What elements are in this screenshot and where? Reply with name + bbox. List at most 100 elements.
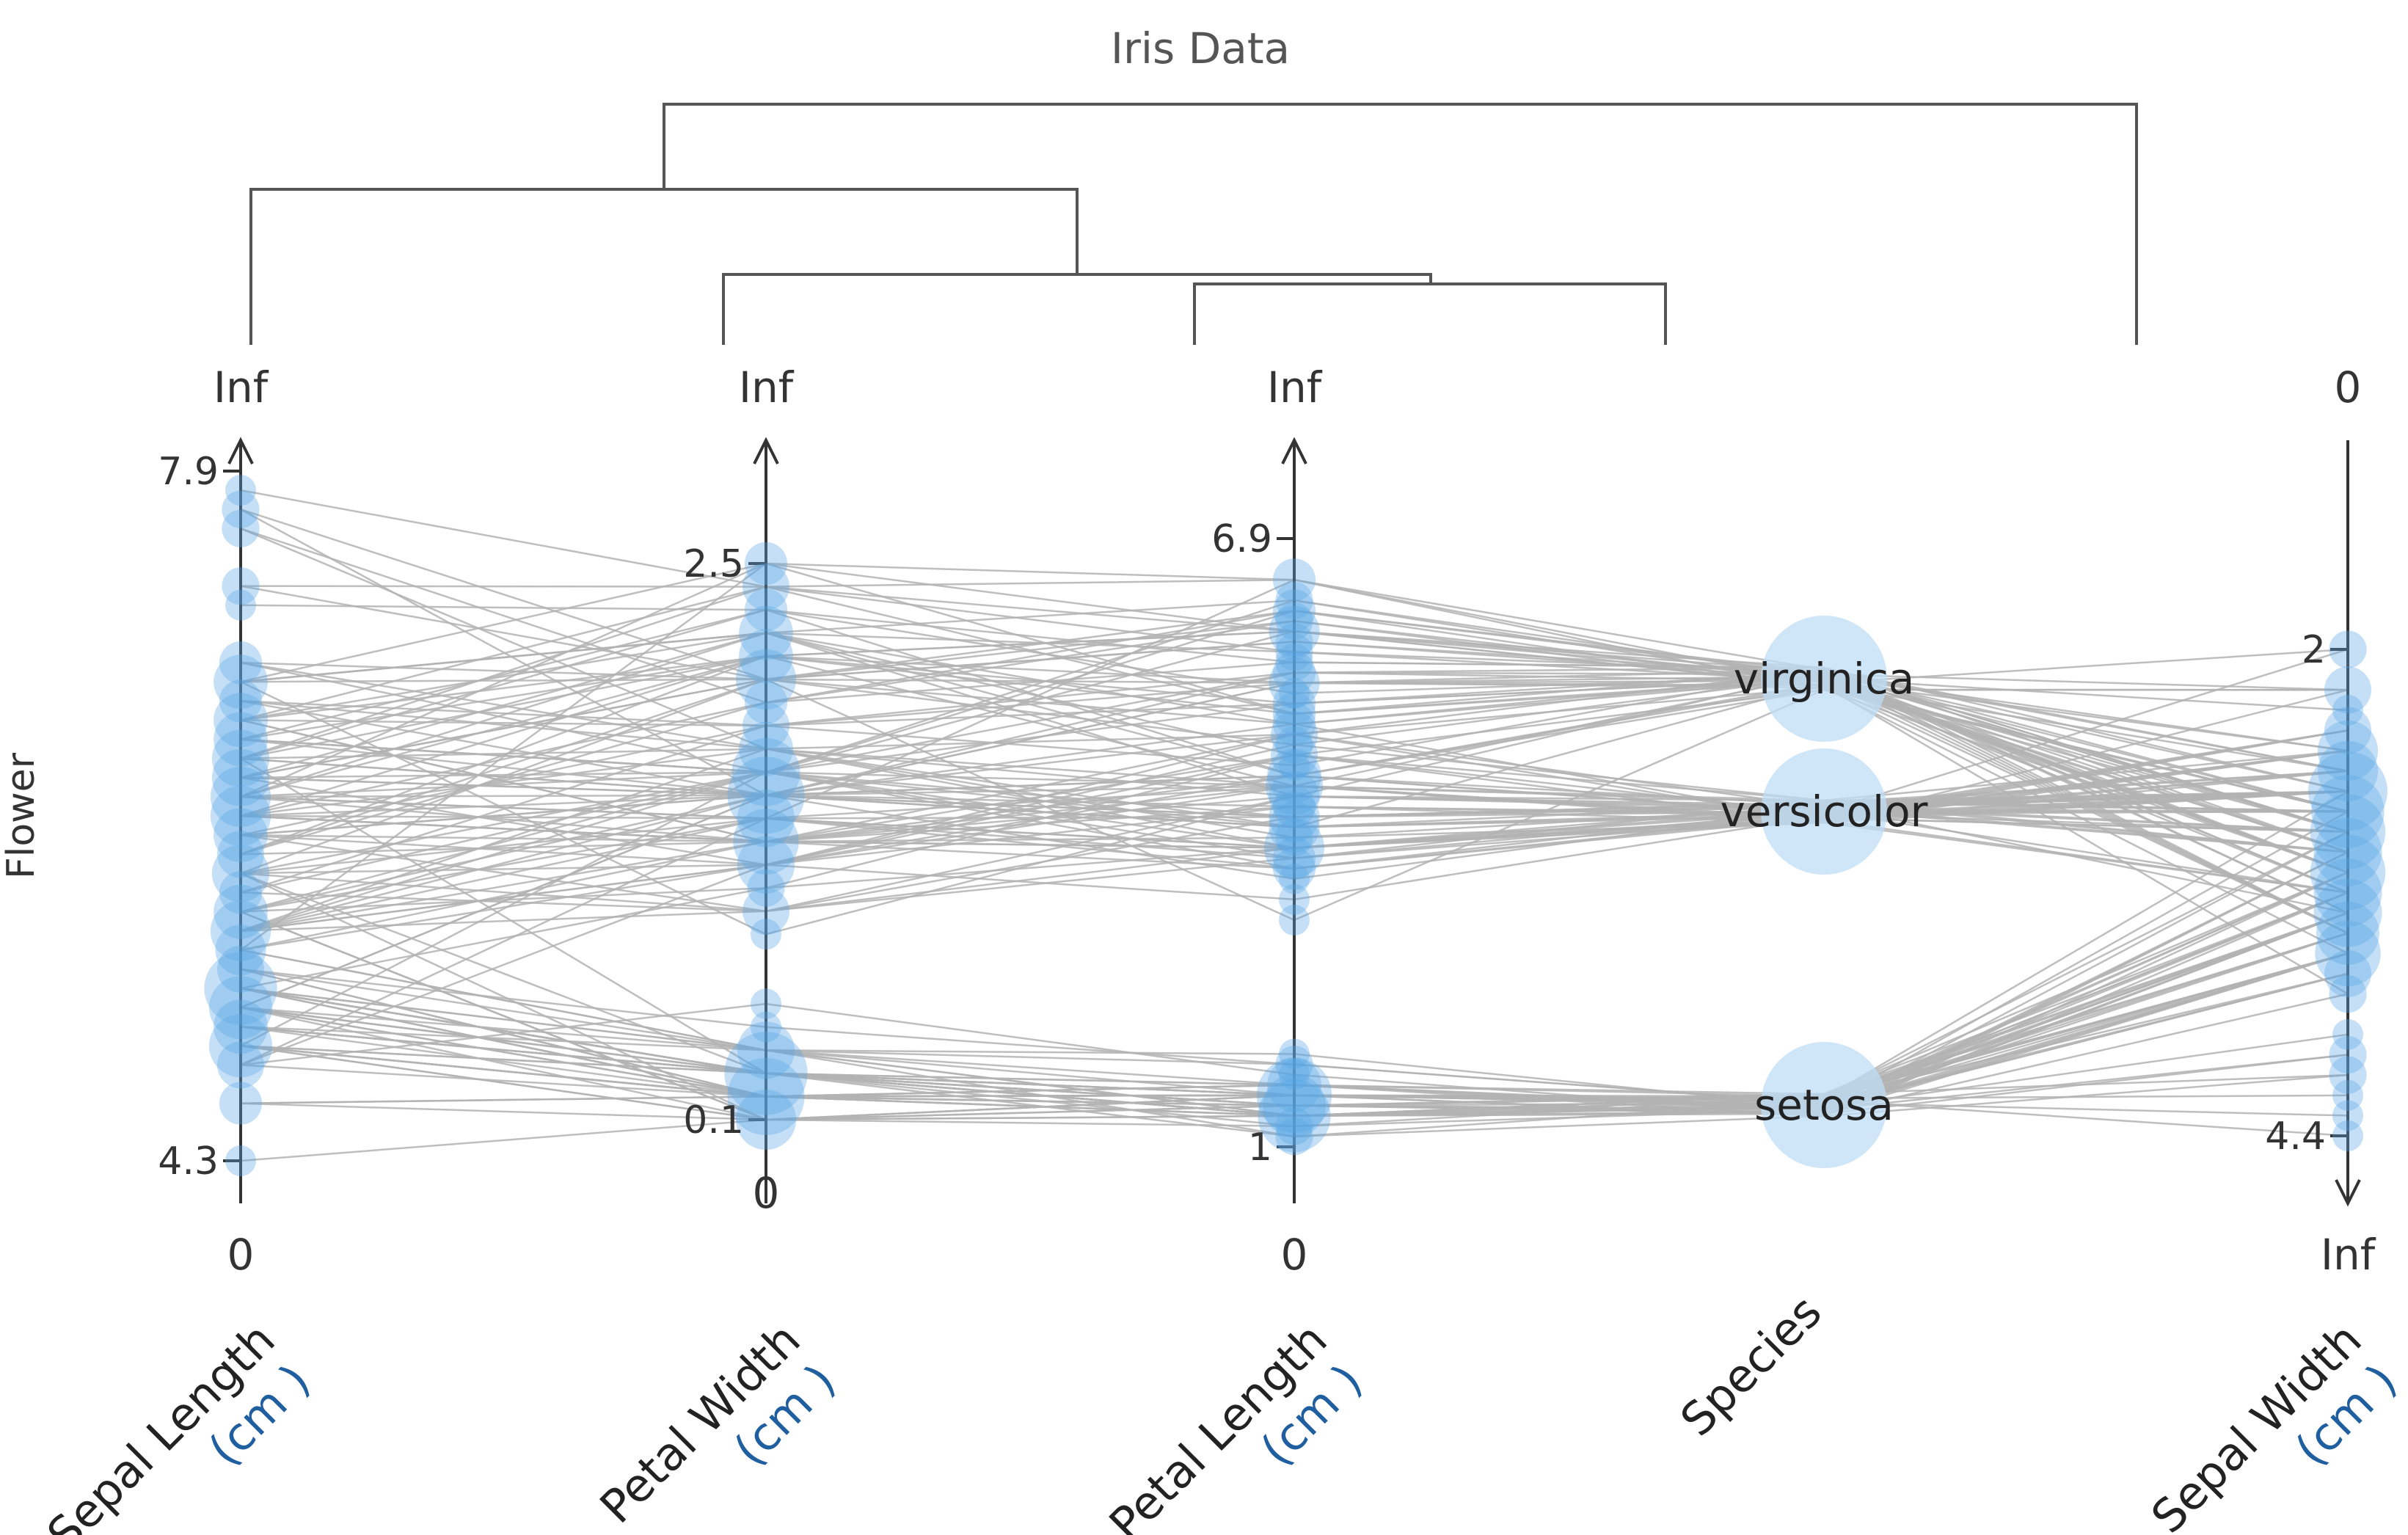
value-node-sl <box>217 1041 264 1089</box>
value-node-sl <box>209 1014 272 1078</box>
value-node-pw <box>739 605 793 660</box>
value-node-pl <box>1256 1057 1332 1133</box>
value-node-sl <box>217 831 264 878</box>
value-node-sl <box>211 748 270 806</box>
value-node-pl <box>1272 692 1316 736</box>
value-node-sw <box>2332 1100 2363 1131</box>
axis-bottom-label-sl: 0 <box>227 1230 255 1280</box>
tick-label-pl: 1 <box>1248 1126 1272 1170</box>
value-node-pl <box>1269 605 1320 657</box>
value-node-pw <box>744 542 788 586</box>
value-node-pl <box>1272 836 1316 880</box>
tick-label-sw: 2 <box>2302 628 2326 672</box>
value-node-pl <box>1279 1059 1310 1090</box>
value-node-pw <box>739 629 793 684</box>
value-node-sl <box>222 490 260 528</box>
tick-label-pw: 0.1 <box>683 1098 744 1142</box>
value-node-pl <box>1269 657 1320 709</box>
value-node-sl <box>219 1082 263 1125</box>
value-node-pw <box>739 721 793 776</box>
value-node-sl <box>225 589 256 621</box>
value-node-sw <box>2332 1120 2363 1151</box>
category-label-virginica: virginica <box>1734 654 1915 704</box>
labels-layer: 7.9 4.3 Inf 0 2.5 0.1 Inf 0 6.9 1 Inf 0 2 4.4 0 Inf virg… <box>37 362 2407 1535</box>
value-node-pl <box>1272 847 1316 890</box>
axes-layer <box>223 437 2361 1207</box>
axis-name-sp: Species <box>1670 1285 1831 1446</box>
value-node-sw <box>2324 707 2371 754</box>
value-node-sw <box>2332 694 2363 726</box>
value-node-sw <box>2317 721 2379 781</box>
value-node-pw <box>751 919 781 950</box>
value-node-pl <box>1272 651 1316 694</box>
value-node-pw <box>744 588 788 632</box>
category-node-versicolor <box>1761 748 1887 875</box>
category-node-setosa <box>1761 1042 1887 1168</box>
value-node-sl <box>214 693 268 748</box>
value-node-sl <box>204 952 277 1025</box>
value-node-sw <box>2313 817 2382 886</box>
value-node-sw <box>2329 1056 2367 1094</box>
value-node-pw <box>735 649 797 710</box>
value-node-sl <box>219 679 263 723</box>
value-node-sw <box>2313 878 2382 947</box>
value-node-sl <box>225 475 256 506</box>
value-node-pl <box>1275 602 1313 641</box>
value-node-pl <box>1272 702 1316 746</box>
value-node-sw <box>2329 1035 2367 1074</box>
value-node-pl <box>1271 711 1318 758</box>
value-node-sl <box>215 925 266 976</box>
axis-bottom-label-pl: 0 <box>1281 1230 1308 1280</box>
value-node-pw <box>737 790 795 847</box>
value-node-sw <box>2311 775 2385 848</box>
value-node-sw <box>2329 975 2367 1013</box>
value-node-sw <box>2308 751 2387 831</box>
value-node-pl <box>1267 748 1321 803</box>
value-node-sl <box>222 509 260 547</box>
category-label-versicolor: versicolor <box>1720 787 1927 836</box>
value-node-sl <box>214 999 268 1054</box>
value-node-sl <box>214 884 268 939</box>
value-node-pw <box>751 1011 781 1043</box>
value-node-sw <box>2332 1079 2363 1111</box>
value-node-pl <box>1279 750 1310 781</box>
value-node-pl <box>1272 682 1316 725</box>
dendrogram-link-sl-group <box>249 188 1079 345</box>
value-node-pl <box>1275 1046 1313 1084</box>
category-label-setosa: setosa <box>1754 1080 1894 1130</box>
value-node-pl <box>1263 1073 1326 1137</box>
tick-label-sl: 4.3 <box>158 1140 219 1184</box>
value-node-pl <box>1275 633 1313 671</box>
tick-label-sw: 4.4 <box>2265 1115 2326 1159</box>
value-node-pl <box>1269 801 1320 853</box>
value-node-sl <box>209 976 272 1040</box>
value-node-sw <box>2310 834 2386 911</box>
value-node-pw <box>737 1021 795 1079</box>
value-node-sl <box>211 845 270 903</box>
value-node-sw <box>2315 920 2381 987</box>
chart-title: Iris Data <box>1111 23 1290 73</box>
axis-arrow-pw <box>753 437 779 464</box>
value-node-pw <box>727 1057 805 1135</box>
value-node-pl <box>1279 1038 1310 1070</box>
axis-name-text-sp: Species <box>1670 1285 1831 1446</box>
axis-bottom-label-pw: 0 <box>753 1168 780 1218</box>
value-node-pw <box>727 756 805 834</box>
value-node-sl <box>222 567 260 605</box>
value-node-sw <box>2324 666 2371 714</box>
value-node-pw <box>733 809 799 875</box>
value-node-sw <box>2329 630 2367 668</box>
value-node-sl <box>219 871 263 914</box>
y-axis-label: Flower <box>0 752 43 879</box>
value-node-pl <box>1275 581 1313 619</box>
axis-top-label-pw: Inf <box>739 362 795 412</box>
value-node-pl <box>1275 622 1313 661</box>
value-node-sl <box>211 729 270 787</box>
axis-arrow-pl <box>1281 437 1307 464</box>
value-node-pl <box>1275 1117 1313 1156</box>
value-node-pw <box>743 702 789 750</box>
value-node-sl <box>214 808 268 862</box>
value-node-pw <box>743 563 789 610</box>
value-node-pl <box>1272 589 1316 632</box>
value-node-pw <box>744 681 788 724</box>
